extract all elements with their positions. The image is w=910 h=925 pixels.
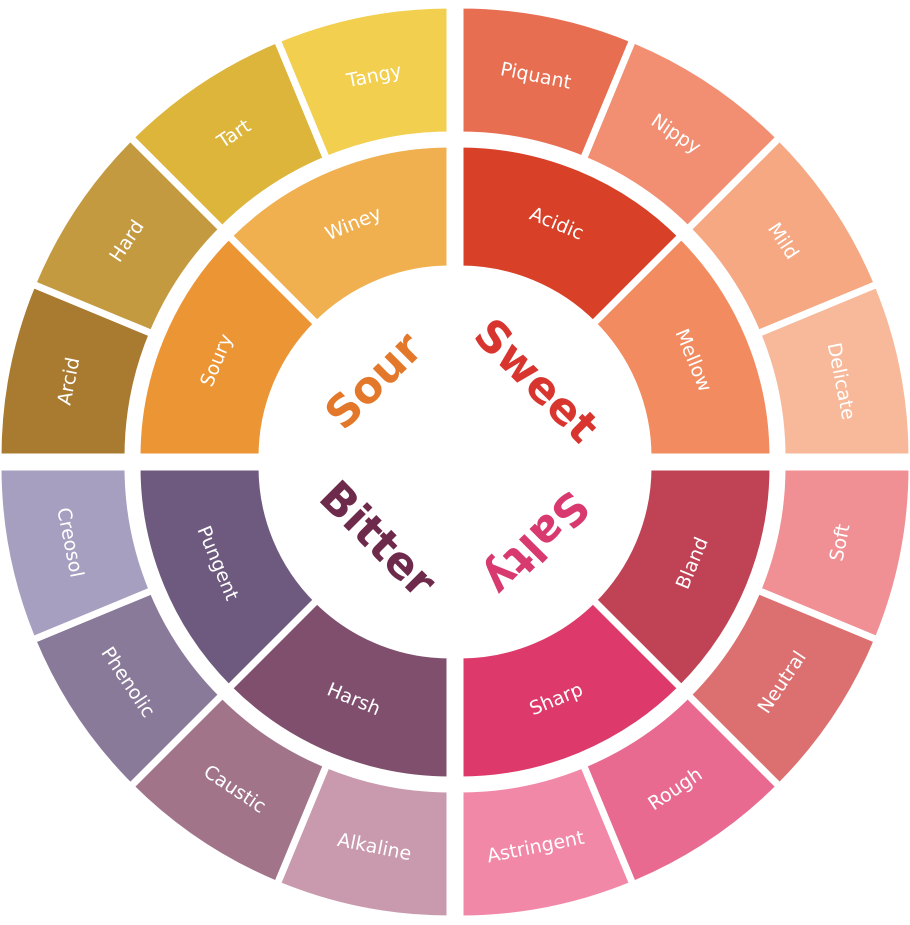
outer-segment bbox=[456, 759, 638, 923]
inner-segment bbox=[456, 594, 687, 784]
inner-segment bbox=[223, 140, 454, 330]
quadrant: HarshPungentAlkalineCausticPhenolicCreos… bbox=[0, 463, 454, 923]
outer-segment bbox=[272, 1, 454, 165]
inner-segment bbox=[587, 230, 777, 461]
quadrant-name: Sour bbox=[315, 322, 433, 440]
inner-segment bbox=[133, 463, 323, 694]
quadrant-name: Salty bbox=[473, 480, 598, 605]
outer-segment bbox=[752, 279, 910, 461]
quadrant: AcidicMellowPiquantNippyMildDelicateSwee… bbox=[456, 1, 910, 461]
quadrant-name: Sweet bbox=[464, 309, 608, 453]
quadrant: BlandSharpSoftNeutralRoughAstringentSalt… bbox=[456, 463, 910, 923]
quadrant-name: Bitter bbox=[309, 471, 446, 608]
outer-segment bbox=[0, 463, 158, 645]
